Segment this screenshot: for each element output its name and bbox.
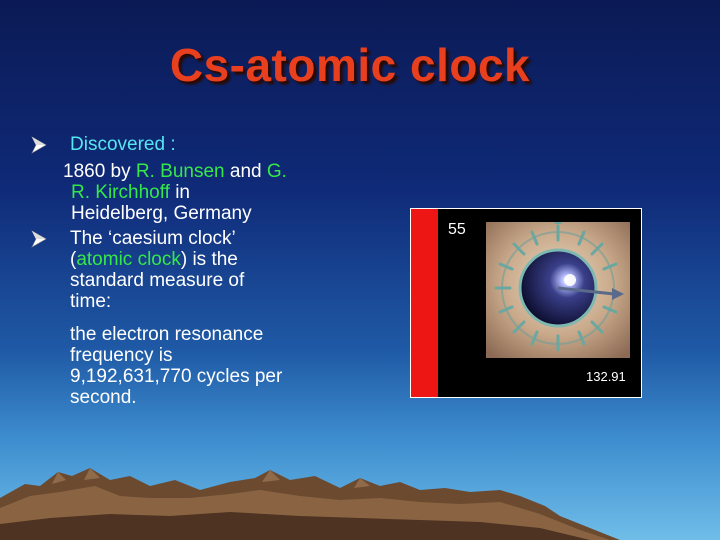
caesium-line-4: time: — [70, 291, 112, 312]
resonance-line-3: 9,192,631,770 cycles per — [70, 366, 283, 387]
arrow-bullet-icon — [31, 230, 47, 248]
discoverer-kirchhoff: R. Kirchhoff — [71, 182, 170, 203]
caesium-atom-icon — [486, 222, 630, 358]
bullet-caesium-clock: The ‘caesium clock’ (atomic clock) is th… — [30, 228, 350, 312]
resonance-line-2: frequency is — [70, 345, 173, 366]
red-strip — [411, 209, 438, 397]
in-word: in — [169, 182, 190, 203]
atomic-clock-highlight: atomic clock — [76, 249, 181, 270]
discovery-detail: 1860 by R. Bunsen and G. R. Kirchhoff in… — [30, 161, 350, 224]
atomic-number: 55 — [448, 221, 466, 238]
conjunction: and — [224, 161, 267, 182]
resonance-line-1: the electron resonance — [70, 324, 264, 345]
discovered-label: Discovered : — [70, 134, 176, 155]
resonance-line-4: second. — [70, 387, 137, 408]
paren-open: ( — [70, 249, 77, 270]
mountain-landscape — [0, 468, 620, 540]
slide-content: Discovered : 1860 by R. Bunsen and G. R.… — [30, 134, 350, 408]
caesium-line-3: standard measure of — [70, 270, 245, 291]
resonance-paragraph: the electron resonance frequency is 9,19… — [30, 324, 350, 408]
discoverer-bunsen: R. Bunsen — [135, 161, 225, 182]
discovery-place: Heidelberg, Germany — [71, 203, 252, 224]
bullet-discovered: Discovered : — [30, 134, 350, 155]
caesium-line-1: The ‘caesium clock’ — [70, 228, 236, 249]
atomic-mass: 132.91 — [586, 369, 626, 384]
slide-title: Cs-atomic clock — [169, 39, 531, 91]
discoverer-kirchhoff-initial: G. — [266, 161, 287, 182]
discovery-year: 1860 by — [63, 161, 136, 182]
caesium-line-2: ) is the — [180, 249, 238, 270]
arrow-bullet-icon — [31, 136, 47, 154]
caesium-element-image: 55 132.91 — [410, 208, 642, 398]
